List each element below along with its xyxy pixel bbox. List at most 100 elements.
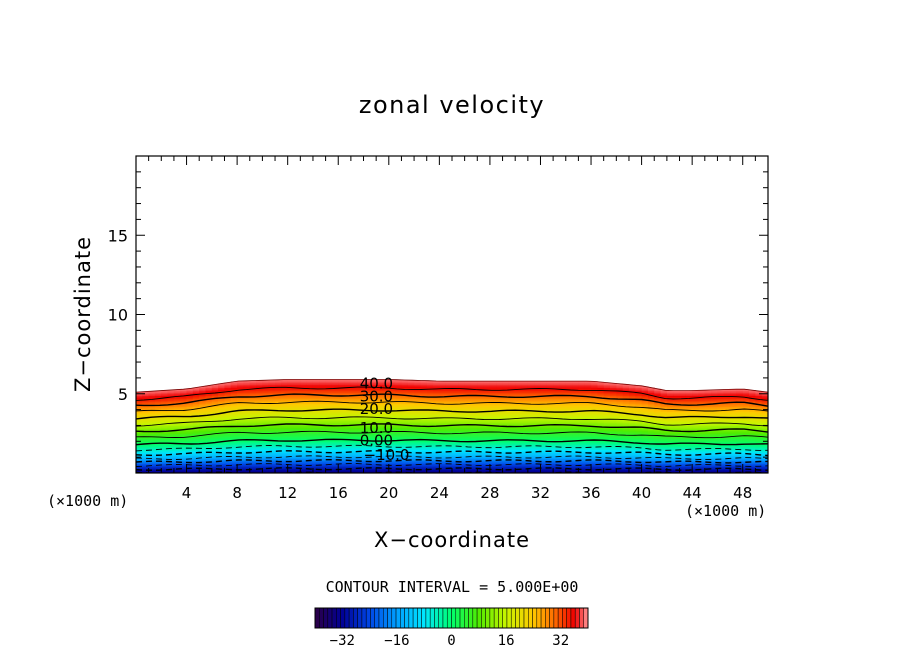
field-cell: [161, 414, 169, 417]
field-cell: [591, 455, 598, 458]
field-cell: [142, 411, 150, 414]
field-cell: [641, 393, 649, 396]
field-cell: [287, 403, 295, 406]
field-cell: [306, 427, 314, 430]
field-cell: [224, 427, 232, 430]
field-cell: [344, 403, 352, 406]
field-cell: [673, 471, 681, 473]
field-cell: [338, 379, 346, 382]
field-cell: [565, 430, 573, 433]
field-cell: [610, 430, 617, 433]
field-cell: [641, 463, 649, 466]
field-cell: [167, 441, 175, 444]
field-cell: [211, 404, 219, 408]
field-cell: [496, 457, 504, 460]
field-cell: [565, 458, 573, 461]
field-cell: [294, 411, 301, 414]
field-cell: [205, 419, 213, 422]
field-cell: [635, 460, 643, 463]
field-cell: [572, 393, 579, 396]
field-cell: [268, 455, 276, 458]
field-cell: [647, 460, 655, 463]
field-cell: [205, 387, 213, 390]
field-cell: [420, 466, 428, 469]
field-cell: [546, 446, 554, 449]
field-cell: [426, 400, 434, 403]
field-cell: [540, 447, 548, 450]
field-cell: [414, 471, 421, 473]
field-cell: [262, 463, 270, 466]
field-cell: [502, 396, 510, 400]
field-cell: [357, 389, 365, 392]
field-cell: [572, 414, 579, 417]
field-cell: [350, 389, 358, 392]
field-cell: [306, 384, 314, 387]
field-cell: [161, 417, 169, 420]
field-cell: [502, 436, 510, 439]
field-cell: [660, 411, 668, 414]
field-cell: [452, 433, 459, 436]
field-cell: [167, 450, 175, 453]
field-cell: [515, 419, 523, 422]
field-cell: [142, 436, 150, 439]
field-cell: [136, 420, 143, 423]
field-cell: [382, 382, 390, 385]
field-cell: [161, 455, 169, 458]
field-cell: [148, 460, 156, 463]
field-cell: [148, 434, 156, 438]
field-cell: [489, 442, 497, 446]
field-cell: [281, 461, 289, 465]
field-cell: [578, 453, 586, 457]
field-cell: [527, 419, 535, 422]
field-cell: [211, 463, 219, 466]
field-cell: [578, 430, 586, 433]
field-cell: [319, 457, 327, 460]
field-cell: [243, 457, 251, 460]
field-cell: [578, 400, 586, 403]
field-cell: [243, 415, 251, 419]
field-cell: [483, 406, 491, 409]
field-cell: [224, 428, 232, 431]
field-cell: [180, 447, 188, 450]
field-cell: [237, 449, 245, 452]
field-cell: [502, 428, 510, 431]
field-cell: [584, 441, 592, 444]
field-cell: [249, 385, 257, 389]
field-cell: [496, 427, 504, 430]
field-cell: [192, 422, 200, 425]
field-cell: [306, 463, 314, 466]
field-cell: [534, 401, 542, 404]
field-cell: [224, 385, 232, 389]
field-cell: [275, 433, 282, 436]
field-cell: [439, 447, 447, 450]
field-cell: [647, 447, 655, 450]
field-cell: [559, 463, 567, 466]
field-cell: [268, 428, 276, 431]
field-cell: [679, 469, 687, 473]
field-cell: [262, 425, 270, 428]
field-cell: [679, 446, 687, 449]
field-cell: [268, 469, 276, 473]
field-cell: [439, 401, 447, 404]
field-cell: [344, 393, 352, 396]
field-cell: [420, 389, 428, 392]
field-cell: [584, 450, 592, 453]
field-cell: [382, 390, 390, 393]
field-cell: [382, 442, 390, 446]
field-cell: [597, 382, 605, 385]
field-cell: [369, 423, 377, 427]
field-cell: [161, 408, 169, 411]
field-cell: [489, 408, 497, 411]
field-cell: [167, 461, 175, 465]
field-cell: [414, 433, 421, 436]
field-cell: [496, 449, 504, 452]
field-cell: [205, 438, 213, 441]
field-cell: [540, 393, 548, 396]
field-cell: [281, 411, 289, 414]
field-cell: [331, 398, 339, 401]
field-cell: [363, 408, 371, 411]
field-cell: [483, 398, 491, 401]
field-cell: [433, 431, 440, 434]
field-cell: [426, 390, 434, 393]
field-cell: [610, 406, 617, 409]
